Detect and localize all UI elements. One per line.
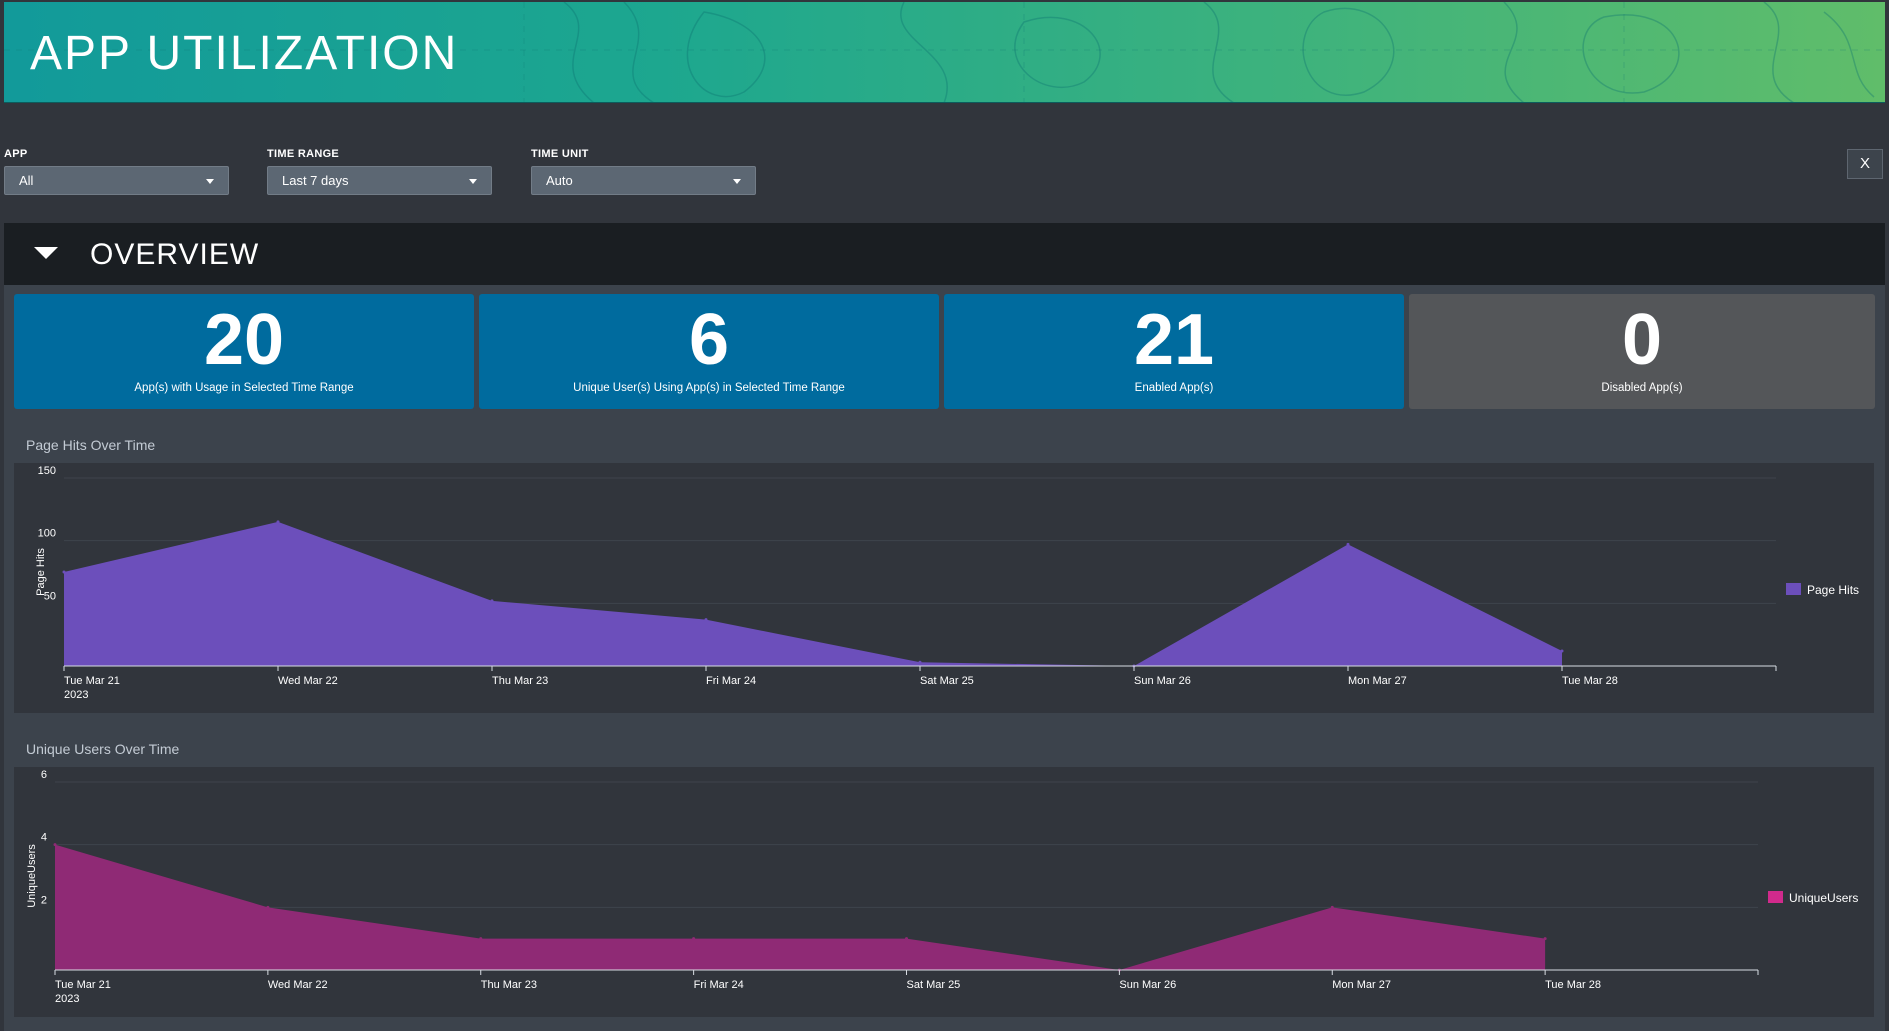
data-point [490, 599, 494, 603]
data-point [918, 660, 922, 664]
topographic-pattern [4, 2, 1885, 102]
stat-value: 21 [1133, 300, 1215, 380]
time-unit-filter: TIME UNIT Auto [531, 148, 756, 195]
time-unit-label: TIME UNIT [531, 148, 589, 160]
x-tick-label: Tue Mar 21 [64, 675, 120, 687]
app-filter-label: APP [4, 148, 28, 160]
y-axis-label: UniqueUsers [26, 844, 38, 908]
x-year-label: 2023 [55, 993, 79, 1005]
stat-value: 6 [688, 300, 730, 380]
collapse-triangle-icon[interactable] [34, 247, 58, 259]
y-tick-label: 4 [41, 832, 47, 844]
stat-caption: Unique User(s) Using App(s) in Selected … [573, 382, 845, 394]
legend-swatch [1768, 891, 1783, 903]
y-axis-label: Page Hits [35, 548, 47, 596]
data-point [53, 843, 57, 847]
stat-value: 20 [203, 300, 285, 380]
series-area [64, 521, 1562, 666]
legend-label: Page Hits [1807, 583, 1859, 597]
app-filter: APP All [4, 148, 229, 195]
y-tick-label: 50 [44, 590, 56, 602]
data-point [692, 937, 696, 941]
x-tick-label: Sun Mar 26 [1119, 979, 1176, 991]
data-point [266, 905, 270, 909]
legend-label: UniqueUsers [1789, 891, 1858, 905]
time-range-value: Last 7 days [282, 173, 349, 188]
unique-users-chart-svg: 2 4 6 UniqueUsers Tue Mar 21 Wed Mar 22 Thu Ma… [26, 769, 1858, 1005]
y-tick-label: 2 [41, 894, 47, 906]
data-point [479, 937, 483, 941]
data-point [905, 937, 908, 941]
stat-caption: Disabled App(s) [1601, 382, 1683, 394]
x-tick-label: Tue Mar 28 [1562, 675, 1618, 687]
time-unit-value: Auto [546, 173, 573, 188]
unique-users-chart[interactable]: 2 4 6 UniqueUsers Tue Mar 21 Wed Mar 22 Thu Ma… [14, 767, 1874, 1017]
data-point [1346, 542, 1350, 546]
page-hits-chart-svg: 50 100 150 Page Hits Tue Mar 21 Wed Mar 22 Thu… [35, 465, 1859, 701]
data-point [1543, 937, 1547, 941]
close-button[interactable]: X [1847, 149, 1883, 179]
app-dropdown-value: All [19, 173, 34, 188]
y-tick-label: 6 [41, 769, 47, 781]
time-range-label: TIME RANGE [267, 148, 340, 160]
page-hits-chart-title: Page Hits Over Time [26, 437, 156, 453]
x-tick-label: Fri Mar 24 [694, 979, 744, 991]
x-tick-label: Thu Mar 23 [481, 979, 537, 991]
x-tick-label: Sun Mar 26 [1134, 675, 1191, 687]
x-tick-label: Mon Mar 27 [1348, 675, 1407, 687]
stat-value: 0 [1621, 300, 1663, 380]
chevron-down-icon [469, 179, 477, 184]
x-year-label: 2023 [64, 689, 88, 701]
time-range-dropdown[interactable]: Last 7 days [267, 166, 492, 195]
stat-enabled-apps[interactable]: 21 Enabled App(s) [944, 294, 1404, 409]
chevron-down-icon [733, 179, 741, 184]
overview-section-header[interactable]: OVERVIEW [4, 223, 1885, 285]
x-tick-label: Wed Mar 22 [278, 675, 338, 687]
stat-unique-users[interactable]: 6 Unique User(s) Using App(s) in Selecte… [479, 294, 939, 409]
unique-users-chart-title: Unique Users Over Time [26, 741, 180, 757]
x-tick-label: Wed Mar 22 [268, 979, 328, 991]
y-tick-label: 100 [38, 528, 56, 540]
x-tick-label: Thu Mar 23 [492, 675, 548, 687]
data-point [276, 520, 280, 524]
header-banner: APP UTILIZATION [4, 2, 1885, 103]
x-tick-label: Mon Mar 27 [1332, 979, 1391, 991]
overview-title: OVERVIEW [90, 238, 260, 271]
time-unit-dropdown[interactable]: Auto [531, 166, 756, 195]
x-tick-label: Fri Mar 24 [706, 675, 756, 687]
data-point [1560, 649, 1564, 653]
legend-swatch [1786, 583, 1801, 595]
filter-bar: APP All TIME RANGE Last 7 days TIME UNIT… [4, 148, 1885, 198]
data-point [1330, 905, 1334, 909]
data-point [62, 570, 66, 574]
page-hits-chart[interactable]: 50 100 150 Page Hits Tue Mar 21 Wed Mar 22 Thu… [14, 463, 1874, 713]
page-title: APP UTILIZATION [30, 27, 459, 80]
x-tick-label: Tue Mar 28 [1545, 979, 1601, 991]
data-point [704, 618, 708, 622]
chevron-down-icon [206, 179, 214, 184]
time-range-filter: TIME RANGE Last 7 days [267, 148, 492, 195]
x-tick-label: Tue Mar 21 [55, 979, 111, 991]
x-tick-label: Sat Mar 25 [920, 675, 974, 687]
x-tick-label: Sat Mar 25 [907, 979, 961, 991]
stat-caption: Enabled App(s) [1134, 382, 1214, 394]
app-dropdown[interactable]: All [4, 166, 229, 195]
stat-disabled-apps[interactable]: 0 Disabled App(s) [1409, 294, 1875, 409]
y-tick-label: 150 [38, 465, 56, 477]
series-area [55, 844, 1546, 970]
stat-caption: App(s) with Usage in Selected Time Range [134, 382, 354, 394]
stat-apps-with-usage[interactable]: 20 App(s) with Usage in Selected Time Ra… [14, 294, 474, 409]
